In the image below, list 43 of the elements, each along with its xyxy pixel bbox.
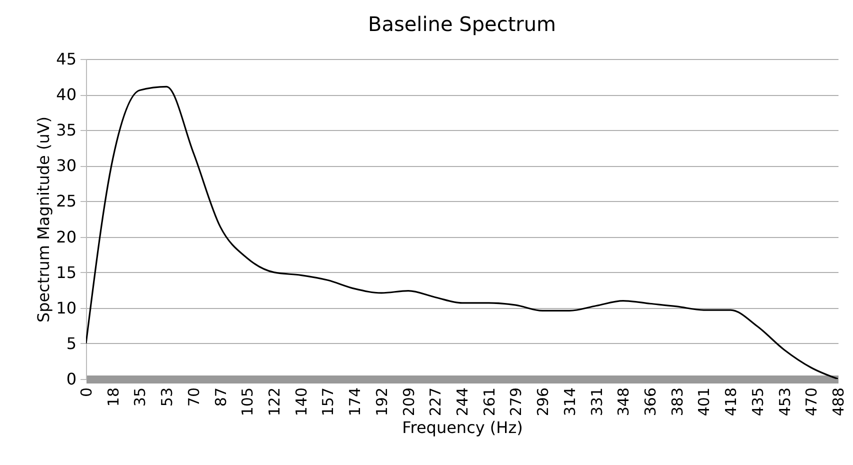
x-tick-label: 331 [588,388,606,416]
y-tick-label: 40 [56,85,76,104]
y-tick-label: 10 [56,298,76,318]
x-tick-label: 435 [748,388,767,416]
x-tick-label: 488 [830,388,848,416]
x-tick-label: 279 [507,388,526,416]
x-tick-label: 470 [802,388,821,416]
x-tick-label: 35 [131,388,150,407]
x-tick-label: 348 [614,388,633,416]
x-tick-label: 192 [372,388,391,416]
x-tick-label: 18 [104,388,122,407]
y-tick-label: 30 [56,156,76,176]
y-tick-label: 5 [66,334,76,353]
x-tick-label: 227 [426,388,445,416]
x-axis-title: Frequency (Hz) [402,418,523,438]
x-tick-label: 105 [238,388,257,416]
x-tick-label: 174 [346,388,364,416]
x-tick-label: 244 [454,388,472,416]
y-tick-label: 0 [66,370,76,388]
x-tick-label: 261 [480,388,498,416]
x-tick-label: 366 [642,388,660,416]
x-tick-label: 296 [534,388,552,416]
x-tick-label: 122 [266,388,284,416]
chart-title: Baseline Spectrum [368,12,556,36]
x-tick-label: 70 [184,388,203,407]
x-tick-label: 401 [695,388,714,416]
x-tick-label: 383 [668,388,686,416]
y-tick-label: 20 [56,227,76,246]
y-tick-label: 45 [56,50,76,68]
x-tick-label: 418 [722,388,740,416]
y-tick-label: 25 [56,192,76,211]
x-tick-label: 453 [776,388,794,416]
x-tick-label: 209 [400,388,418,416]
y-tick-label: 15 [56,262,76,282]
y-axis-title: Spectrum Magnitude (uV) [34,116,54,323]
y-tick-label: 35 [56,120,76,140]
x-tick-label: 157 [319,388,338,416]
x-tick-label: 0 [78,388,96,398]
line-series [86,86,838,379]
x-tick-label: 314 [560,388,579,416]
x-tick-label: 53 [158,388,176,407]
x-tick-label: 140 [292,388,310,416]
x-tick-label: 87 [212,388,230,407]
